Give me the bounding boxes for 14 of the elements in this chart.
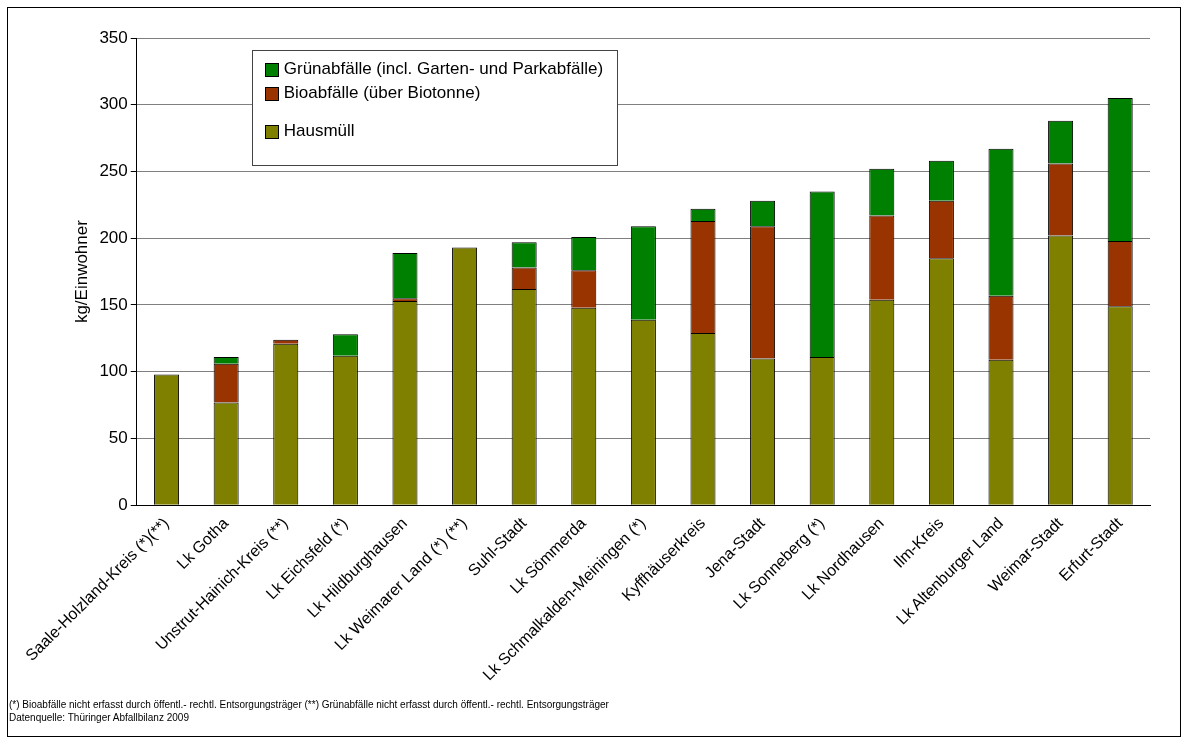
y-tick-label: 100 — [99, 361, 128, 381]
legend-label: Hausmüll — [283, 121, 355, 141]
text: Datenquelle: Thüringer Abfallbilanz 2009 — [9, 711, 190, 724]
text: (*) Bioabfälle nicht erfasst durch öffentl.- rechtl. Entsorgungsträger (**) Grünabfälle nicht erfasst durch öffentl.- rechtl. Entsorgungsträger — [9, 698, 609, 711]
legend-label: Bioabfälle (über Biotonne) — [283, 83, 481, 103]
y-tick-label: 200 — [99, 227, 128, 247]
y-tick-label: 300 — [99, 94, 128, 114]
y-tick-label: 150 — [99, 294, 128, 314]
y-tick-label: 0 — [118, 494, 128, 514]
legend-label: Grünabfälle (incl. Garten- und Parkabfälle) — [283, 59, 604, 79]
y-tick-label: 50 — [108, 428, 128, 448]
y-tick-label: 250 — [99, 161, 128, 181]
y-tick-label: 350 — [99, 27, 128, 47]
y-axis-title: kg/Einwohner — [71, 219, 91, 324]
